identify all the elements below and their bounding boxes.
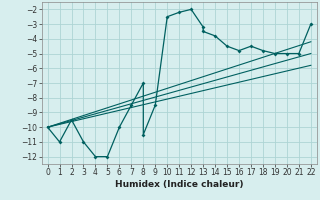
X-axis label: Humidex (Indice chaleur): Humidex (Indice chaleur)	[115, 180, 244, 189]
